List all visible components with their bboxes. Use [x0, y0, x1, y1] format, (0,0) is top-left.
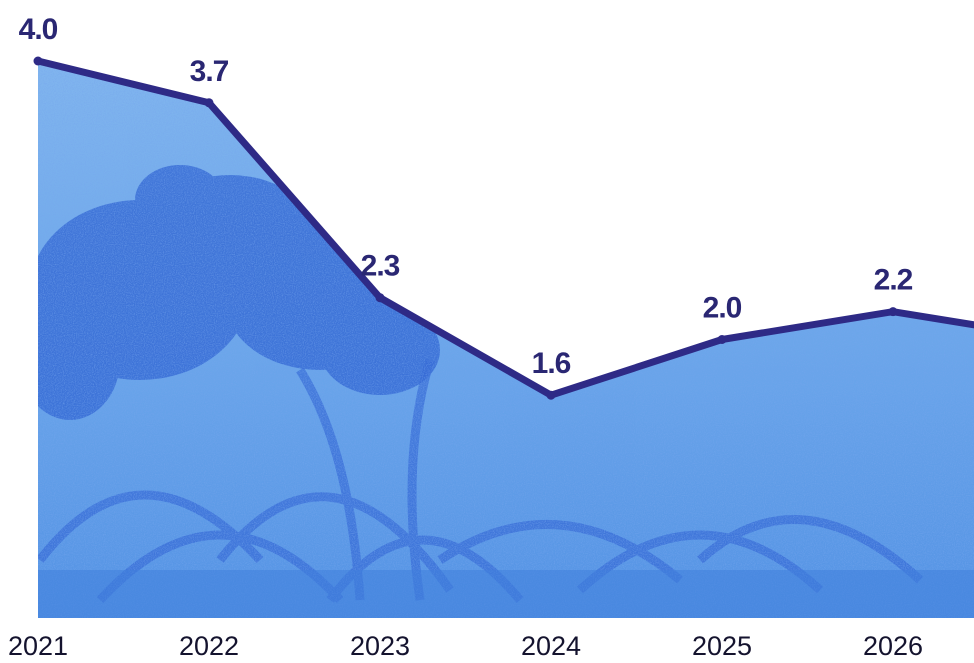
data-label: 1.6 [532, 347, 571, 380]
data-labels: 4.0 3.7 2.3 1.6 2.0 2.2 [19, 13, 914, 380]
data-point [375, 293, 385, 303]
x-tick-label: 2023 [350, 631, 410, 661]
data-point [33, 56, 43, 66]
data-label: 2.0 [703, 292, 742, 325]
ground-band [38, 570, 974, 618]
x-tick-label: 2025 [692, 631, 752, 661]
data-point [888, 307, 898, 317]
data-point [717, 335, 727, 344]
x-axis-ticks: 2021 2022 2023 2024 2025 2026 [8, 631, 923, 661]
data-point [204, 98, 214, 108]
data-points [33, 56, 898, 400]
data-label: 2.2 [874, 264, 913, 297]
data-label: 3.7 [190, 55, 229, 88]
x-tick-label: 2026 [863, 631, 923, 661]
x-tick-label: 2022 [179, 631, 239, 661]
x-tick-label: 2024 [521, 631, 581, 661]
data-label: 4.0 [19, 13, 58, 46]
x-tick-label: 2021 [8, 631, 68, 661]
data-point [546, 390, 556, 400]
data-label: 2.3 [361, 250, 400, 283]
